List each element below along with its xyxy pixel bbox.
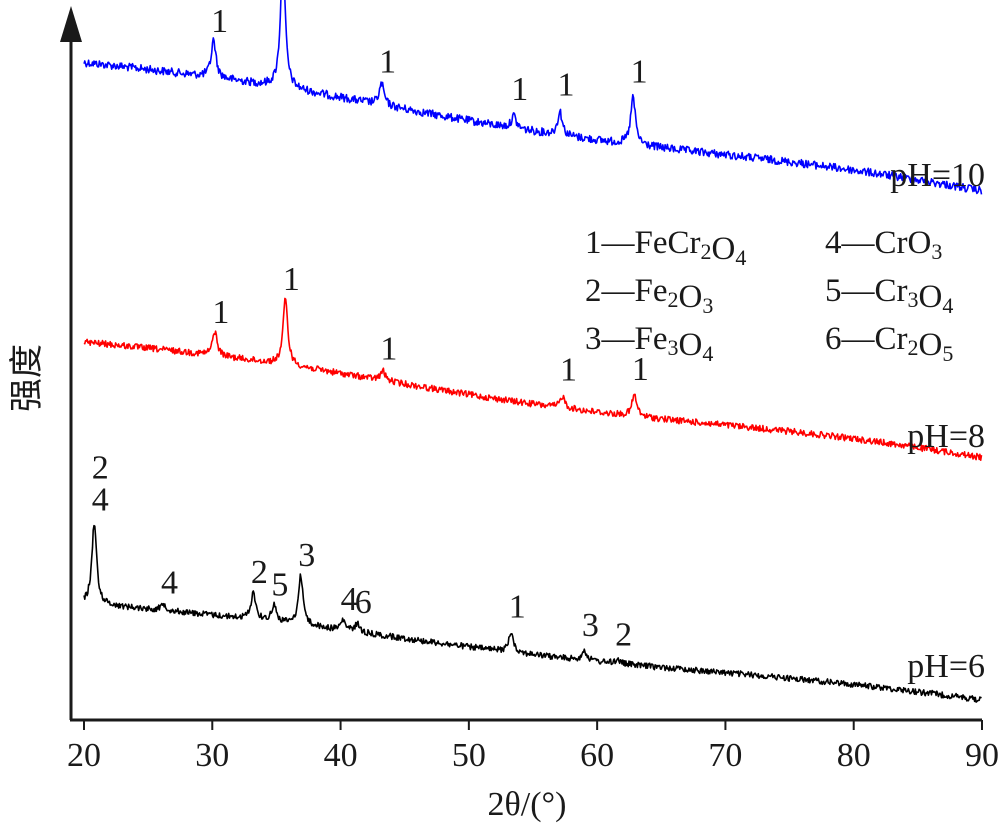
peak-label-2-7: 1 xyxy=(509,588,526,625)
y-axis-title: 强度 xyxy=(8,344,46,412)
series-line-0 xyxy=(83,0,983,195)
series-line-2 xyxy=(83,524,982,703)
legend-entry-5: 5—Cr3O4 xyxy=(825,273,953,318)
series-label-0: pH=10 xyxy=(890,157,985,194)
x-tick-label-70: 70 xyxy=(708,737,742,774)
peak-label-1-1: 1 xyxy=(283,261,300,298)
series-label-2: pH=6 xyxy=(907,648,985,685)
peak-label-2-4: 3 xyxy=(298,537,315,574)
peak-label-1-2: 1 xyxy=(380,330,397,367)
series-label-1: pH=8 xyxy=(907,418,985,455)
series-labels: pH=10 pH=8 pH=6 xyxy=(890,157,985,685)
x-tick-label-20: 20 xyxy=(67,737,101,774)
peak-label-1-3: 1 xyxy=(560,351,577,388)
x-tick-label-50: 50 xyxy=(452,737,486,774)
peak-label-2-5: 4 xyxy=(341,581,358,618)
x-tick-label-80: 80 xyxy=(837,737,871,774)
peak-label-2-3: 5 xyxy=(271,567,288,604)
peak-label-2-9: 2 xyxy=(615,616,632,653)
peak-label-1-4: 1 xyxy=(632,351,649,388)
axes: 20 30 40 50 60 70 80 90 xyxy=(60,6,999,774)
peak-label-2-2: 2 xyxy=(251,554,268,591)
legend-entry-3: 3—Fe3O4 xyxy=(585,321,713,366)
peak-label-2-6: 6 xyxy=(355,584,372,621)
peak-label-2-8: 3 xyxy=(582,607,599,644)
x-tick-label-40: 40 xyxy=(324,737,358,774)
x-tick-label-90: 90 xyxy=(965,737,999,774)
peak-label-0-2: 1 xyxy=(379,43,396,80)
peak-label-1-0: 1 xyxy=(212,294,229,331)
legend-entry-4: 4—CrO3 xyxy=(825,225,942,264)
legend-entry-6: 6—Cr2O5 xyxy=(825,321,953,366)
series-line-1 xyxy=(83,297,983,462)
legend-entry-2: 2—Fe2O3 xyxy=(585,273,713,318)
peak-label-0-4: 1 xyxy=(557,67,574,104)
x-tick-label-30: 30 xyxy=(195,737,229,774)
legend: 1—FeCr2O4 4—CrO3 2—Fe2O3 5—Cr3O4 3—Fe3O4 6—Cr… xyxy=(585,225,953,366)
peak-label-2-1: 4 xyxy=(161,565,178,602)
peak-label-2-0-0: 2 xyxy=(92,450,109,487)
x-axis-title: 2θ/(°) xyxy=(488,786,567,823)
peak-labels: 1111111111124425346132 xyxy=(92,3,649,654)
legend-entry-1: 1—FeCr2O4 xyxy=(585,225,746,270)
peak-label-2-0-1: 4 xyxy=(92,482,109,519)
y-axis-arrow xyxy=(60,6,82,42)
x-tick-label-60: 60 xyxy=(580,737,614,774)
peak-label-0-5: 1 xyxy=(631,53,648,90)
peak-label-0-3: 1 xyxy=(511,71,528,108)
peak-label-0-0: 1 xyxy=(211,3,228,40)
series-layer xyxy=(83,0,983,703)
x-ticks: 20 30 40 50 60 70 80 90 xyxy=(67,720,999,774)
